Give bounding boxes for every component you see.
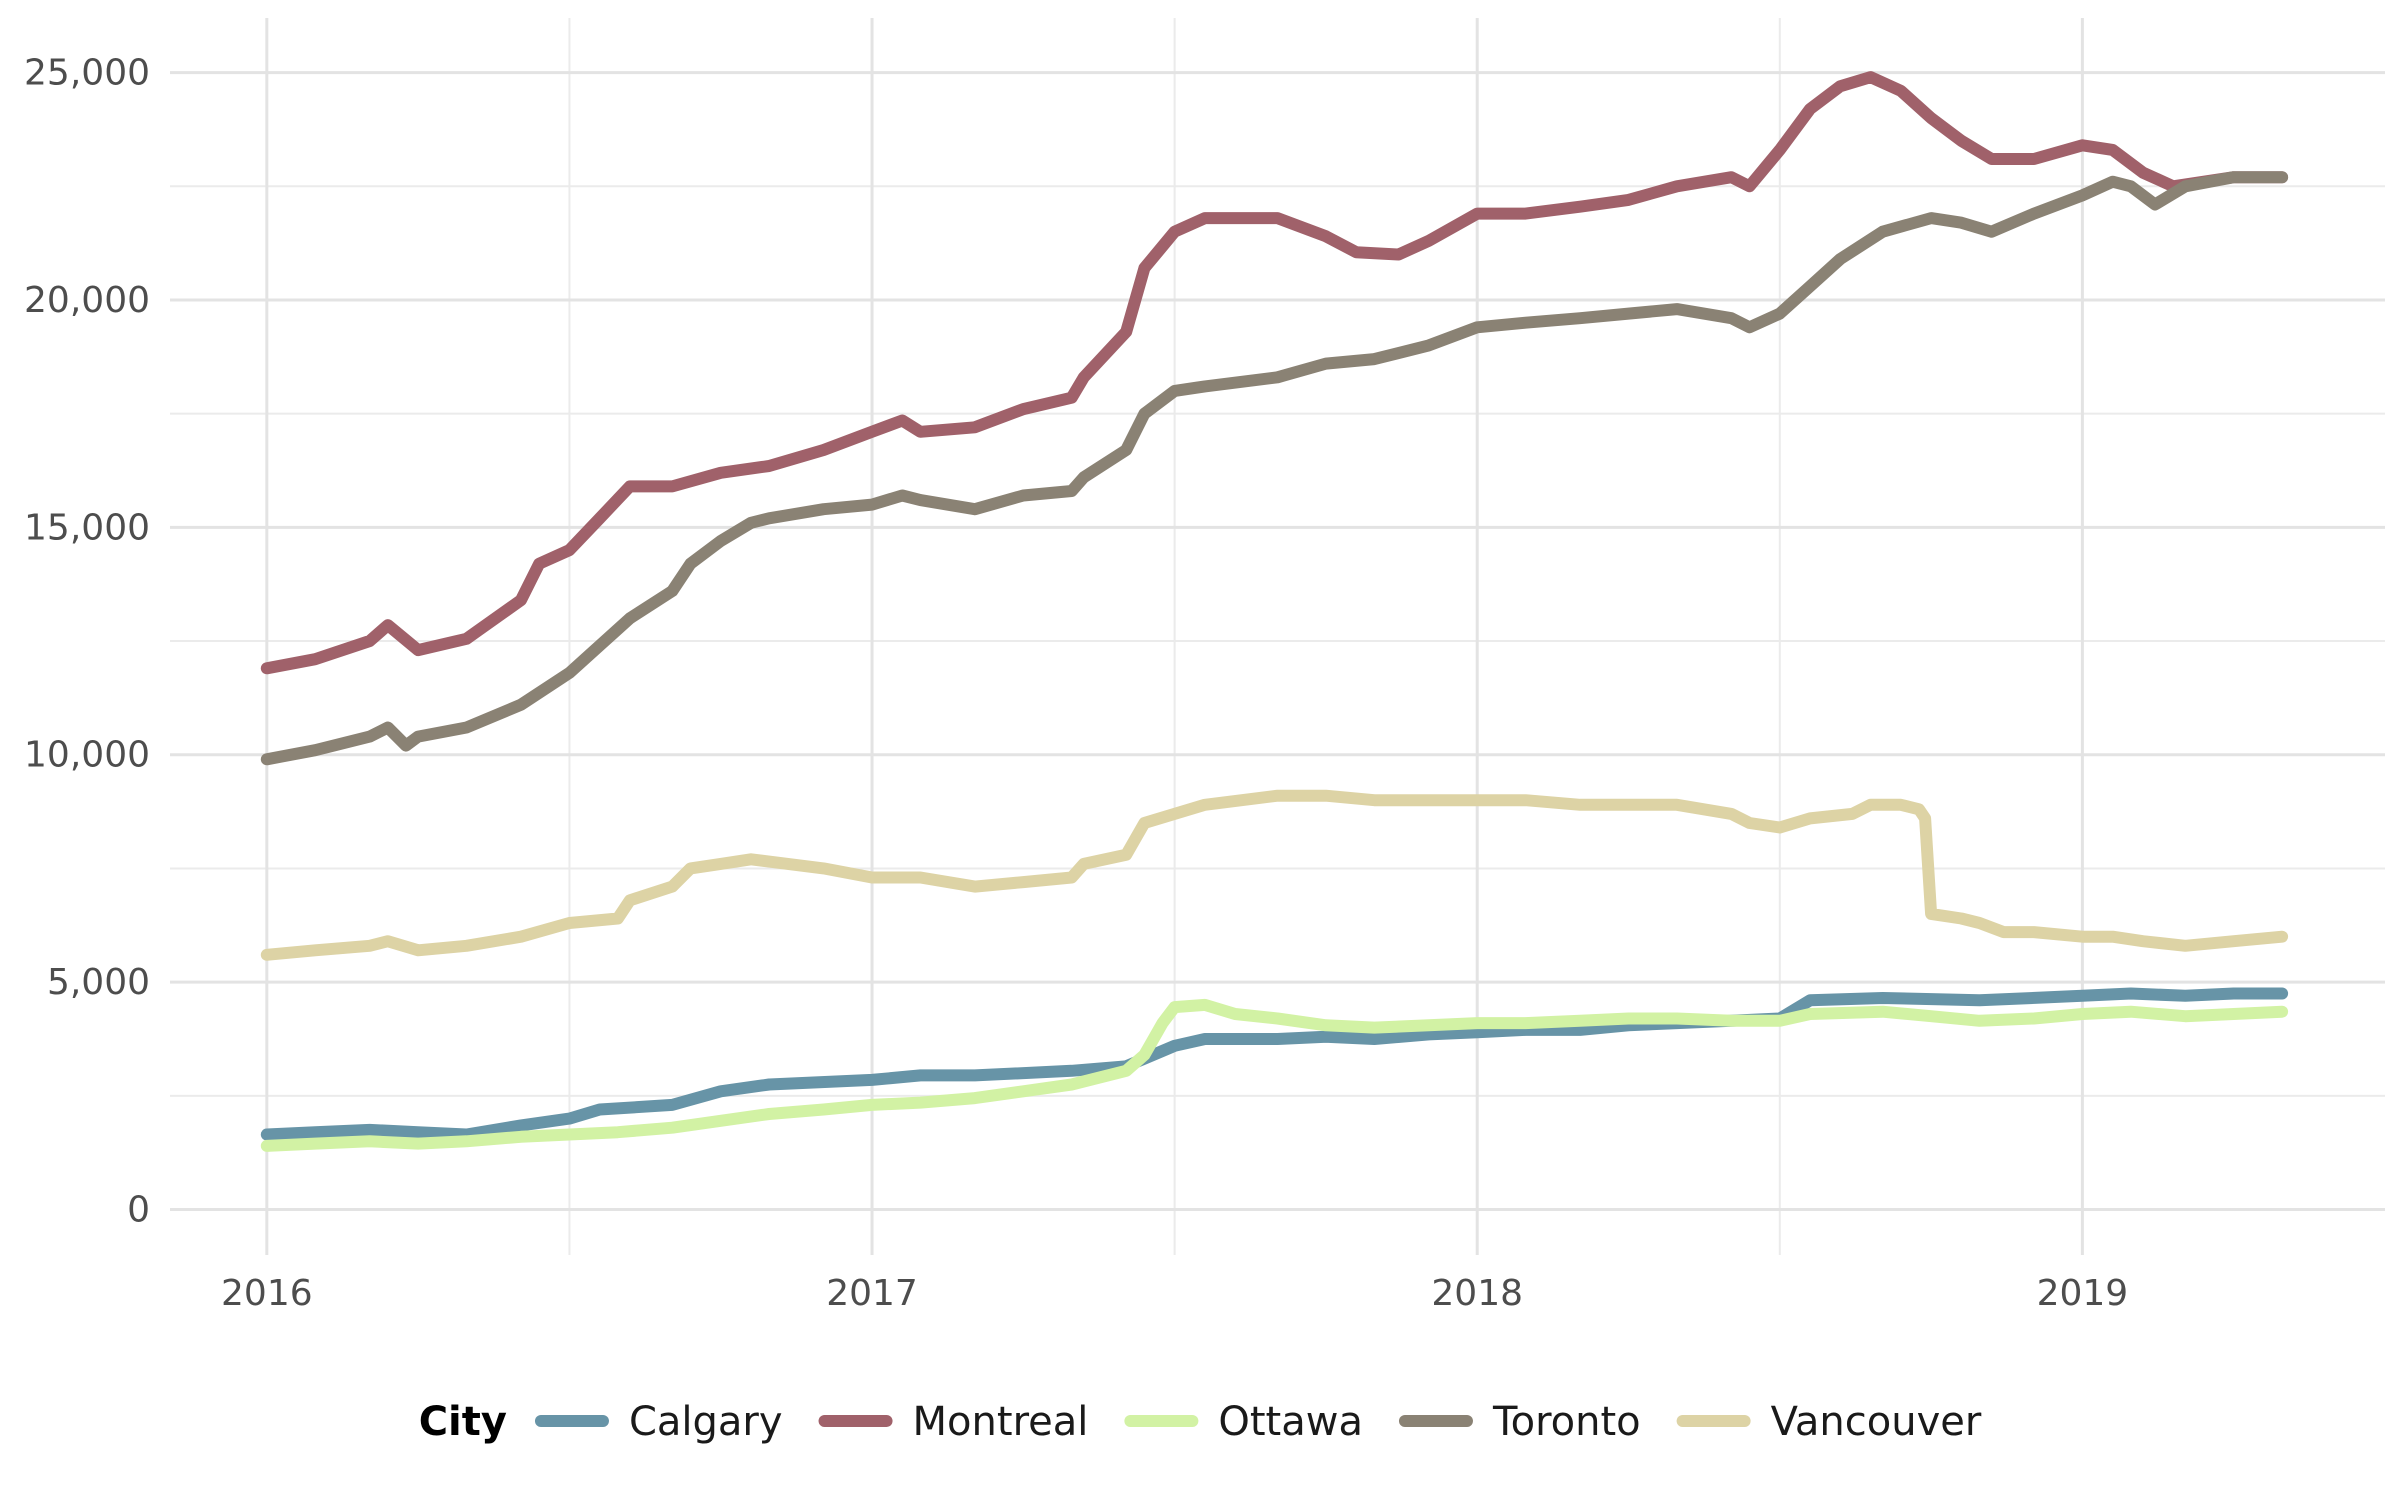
x-tick-label: 2016 [221,1273,313,1314]
legend-label-ottawa: Ottawa [1218,1399,1363,1445]
y-tick-label: 10,000 [24,735,150,776]
series-line-montreal [260,71,2289,675]
series-line-calgary [260,987,2289,1141]
y-tick-label: 15,000 [24,507,150,548]
y-tick-label: 0 [127,1190,150,1231]
grid [170,18,2385,1255]
y-tick-label: 5,000 [47,962,150,1003]
legend-title: City [419,1399,507,1445]
x-tick-label: 2019 [2037,1273,2129,1314]
x-tick-label: 2018 [1431,1273,1523,1314]
series-line-toronto [260,171,2289,766]
y-tick-label: 20,000 [24,280,150,321]
series-line-ottawa [260,998,2289,1152]
legend-label-vancouver: Vancouver [1771,1399,1982,1445]
series-line-vancouver [260,789,2289,961]
y-tick-label: 25,000 [24,53,150,94]
legend-label-montreal: Montreal [913,1399,1089,1445]
y-axis-tick-labels: 0 5,000 10,000 15,000 20,000 25,000 [24,53,150,1231]
legend-label-calgary: Calgary [629,1399,783,1445]
x-tick-label: 2017 [826,1273,918,1314]
legend: City Calgary Montreal Ottawa Toronto Vancouv… [419,1399,1982,1445]
series-lines [260,71,2289,1152]
x-axis-tick-labels: 2016 2017 2018 2019 [221,1273,2128,1314]
legend-label-toronto: Toronto [1492,1399,1641,1445]
